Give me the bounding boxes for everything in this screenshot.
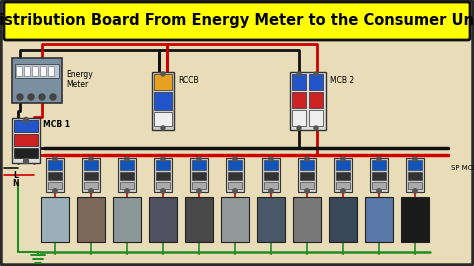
Bar [292,74,306,90]
Bar [154,74,172,90]
Bar [290,72,326,130]
Circle shape [413,189,417,193]
Bar [300,182,314,189]
Bar [329,197,357,242]
Bar [300,160,314,170]
Bar [257,197,285,242]
Bar [15,64,59,78]
Text: L: L [14,171,18,180]
Bar [14,120,38,132]
Bar [264,182,278,189]
Bar [264,160,278,170]
Circle shape [161,72,165,76]
Bar [14,134,38,146]
Circle shape [233,189,237,193]
Text: MCB 1: MCB 1 [43,120,70,129]
Bar [12,118,40,163]
Bar [408,160,422,170]
Bar [226,158,244,192]
Bar [41,197,69,242]
Bar [401,197,429,242]
Bar [228,182,242,189]
Text: Distribution Board From Energy Meter to the Consumer Unit: Distribution Board From Energy Meter to … [0,14,474,28]
Bar [365,197,393,242]
Circle shape [125,189,129,193]
Bar [154,92,172,110]
Bar [82,158,100,192]
Bar [48,66,54,76]
Bar [300,172,314,180]
Text: SP MCB: SP MCB [451,165,474,171]
Circle shape [305,189,309,193]
Bar [192,182,206,189]
Bar [46,158,64,192]
Bar [372,172,386,180]
Bar [292,110,306,126]
Bar [309,92,323,108]
Circle shape [50,94,56,100]
FancyBboxPatch shape [4,2,470,40]
Bar [309,110,323,126]
Circle shape [161,157,165,161]
Circle shape [24,159,28,164]
Circle shape [314,126,318,130]
Circle shape [161,189,165,193]
Bar [190,158,208,192]
Circle shape [377,157,381,161]
Circle shape [341,157,345,161]
Bar [156,172,170,180]
Bar [370,158,388,192]
Bar [14,148,38,158]
Bar [408,182,422,189]
Circle shape [413,157,417,161]
Bar [262,158,280,192]
Bar [48,160,62,170]
Bar [118,158,136,192]
Bar [192,160,206,170]
Bar [406,158,424,192]
Bar [228,172,242,180]
Bar [120,172,134,180]
Circle shape [197,189,201,193]
Circle shape [233,157,237,161]
Circle shape [89,189,93,193]
Bar [228,160,242,170]
Bar [154,112,172,126]
Circle shape [28,94,34,100]
Bar [185,197,213,242]
Bar [77,197,105,242]
Bar [84,160,98,170]
Text: RCCB: RCCB [178,76,199,85]
Circle shape [269,157,273,161]
Bar [120,182,134,189]
Text: MCB 2: MCB 2 [330,76,354,85]
Bar [334,158,352,192]
Bar [156,160,170,170]
Bar [298,158,316,192]
Text: N: N [13,179,19,188]
Bar [156,182,170,189]
Bar [48,182,62,189]
Bar [221,197,249,242]
Bar [154,158,172,192]
Circle shape [39,94,45,100]
Circle shape [161,126,165,130]
Bar [32,66,38,76]
Bar [84,182,98,189]
Bar [264,172,278,180]
Bar [293,197,321,242]
Bar [84,172,98,180]
Bar [292,92,306,108]
Bar [192,172,206,180]
Text: Energy
Meter: Energy Meter [66,70,93,89]
Circle shape [24,118,28,123]
Bar [372,182,386,189]
Circle shape [89,157,93,161]
Bar [336,160,350,170]
Bar [16,66,22,76]
Bar [24,66,30,76]
Circle shape [125,157,129,161]
Circle shape [17,94,23,100]
Circle shape [297,126,301,130]
